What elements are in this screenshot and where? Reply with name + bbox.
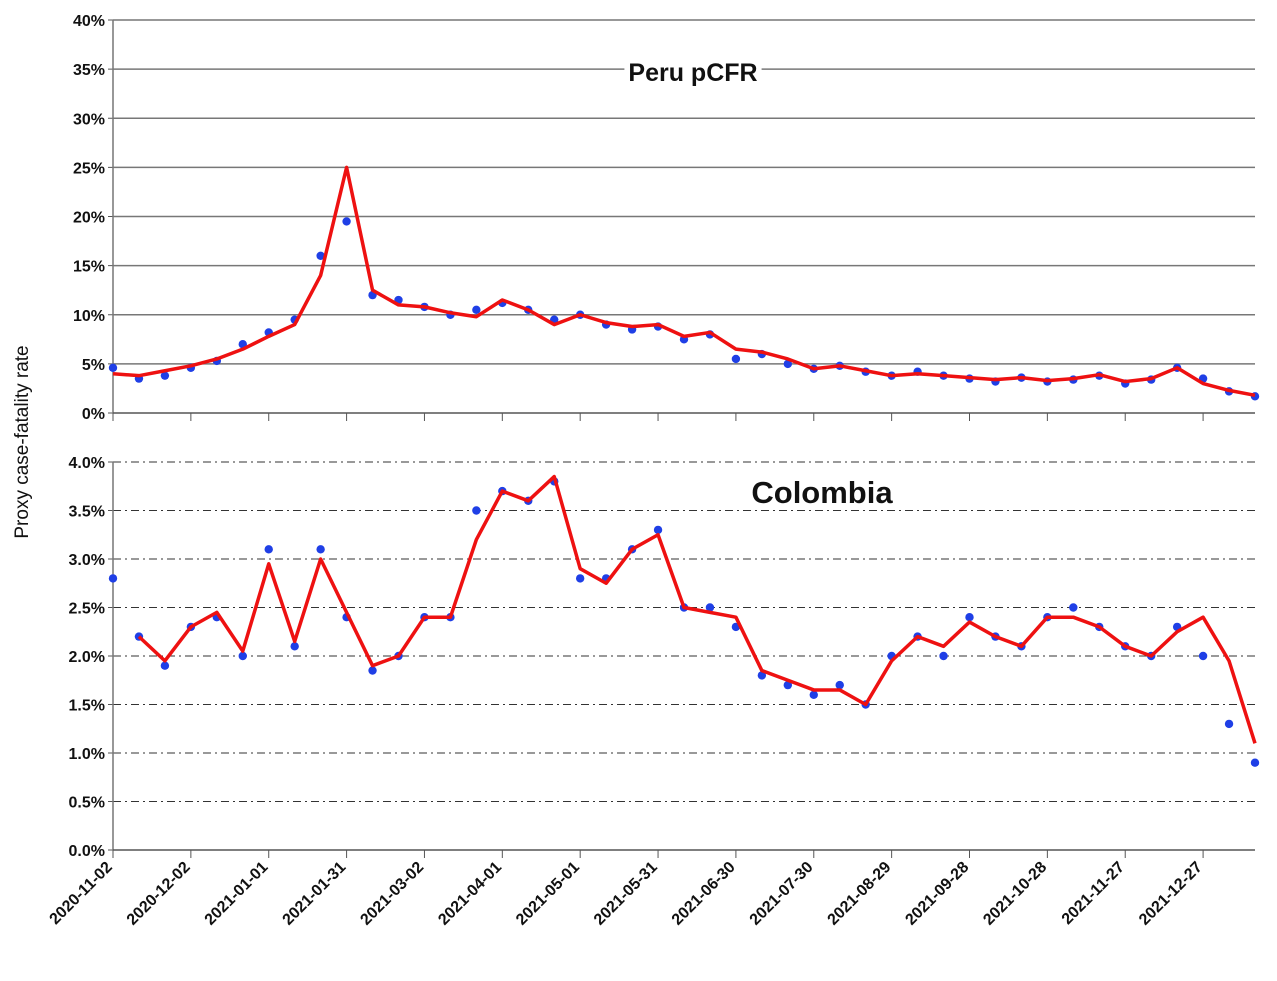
data-point [809, 690, 818, 699]
data-point [290, 642, 299, 651]
y-tick-label: 30% [73, 111, 105, 128]
x-tick-label: 2021-03-02 [357, 859, 427, 929]
data-point [757, 671, 767, 680]
data-point [316, 545, 325, 554]
y-tick-label: 1.5% [69, 698, 105, 715]
y-tick-label: 3.5% [69, 504, 105, 521]
data-point [1250, 758, 1260, 767]
chart-title: Peru pCFR [628, 59, 757, 87]
data-point [731, 354, 741, 364]
chart-title: Colombia [751, 475, 893, 510]
y-tick-label: 5% [82, 357, 105, 374]
y-tick-label: 10% [73, 308, 105, 325]
y-tick-label: 0.0% [69, 843, 105, 860]
title-background [624, 58, 762, 87]
data-point [316, 251, 325, 260]
data-point [653, 525, 663, 535]
y-tick-label: 25% [73, 160, 105, 177]
data-point [939, 651, 948, 661]
data-point [160, 371, 170, 380]
data-point [835, 680, 844, 690]
x-tick-label: 2021-01-31 [280, 859, 350, 929]
data-point [472, 305, 481, 315]
y-tick-label: 20% [73, 210, 105, 227]
data-point [342, 217, 351, 226]
average-line [137, 474, 1257, 744]
x-tick-label: 2021-11-27 [1059, 859, 1128, 928]
y-tick-label: 2.0% [69, 649, 105, 666]
y-axis-title: Proxy case-fatality rate [12, 345, 33, 538]
data-point [965, 613, 974, 622]
data-point [1198, 651, 1208, 661]
x-tick-label: 2021-07-30 [747, 859, 817, 929]
data-point [472, 506, 481, 515]
data-point [705, 603, 715, 612]
x-tick-label: 2021-09-28 [902, 859, 972, 929]
y-tick-label: 4.0% [69, 455, 105, 472]
x-tick-label: 2020-11-02 [47, 859, 116, 928]
data-point [1069, 603, 1078, 612]
x-tick-label: 2021-01-01 [202, 859, 272, 929]
x-tick-label: 2021-04-01 [435, 859, 505, 929]
y-tick-label: 40% [73, 13, 105, 30]
data-point [368, 666, 377, 675]
data-point [575, 574, 585, 583]
average-line [112, 165, 1256, 398]
data-point [1224, 719, 1234, 729]
x-tick-label: 2021-05-01 [513, 859, 583, 929]
x-tick-label: 2021-12-27 [1136, 859, 1206, 929]
x-tick-label: 2021-05-31 [591, 859, 661, 929]
y-tick-label: 2.5% [69, 601, 105, 618]
y-tick-label: 15% [73, 259, 105, 276]
y-tick-label: 0% [82, 406, 105, 423]
data-point [160, 661, 170, 670]
y-tick-label: 1.0% [69, 746, 105, 763]
y-tick-label: 0.5% [69, 795, 105, 812]
y-tick-label: 3.0% [69, 552, 105, 569]
data-point [238, 651, 247, 661]
data-point [264, 545, 273, 554]
data-point [108, 363, 118, 373]
x-tick-label: 2021-08-29 [825, 859, 895, 929]
x-tick-label: 2021-10-28 [980, 859, 1050, 929]
data-point [783, 359, 793, 369]
data-point [783, 680, 793, 690]
title-background [747, 474, 898, 510]
x-tick-label: 2021-06-30 [669, 859, 739, 929]
x-tick-label: 2020-12-02 [124, 859, 194, 929]
y-tick-label: 35% [73, 62, 105, 79]
data-point [108, 574, 118, 583]
